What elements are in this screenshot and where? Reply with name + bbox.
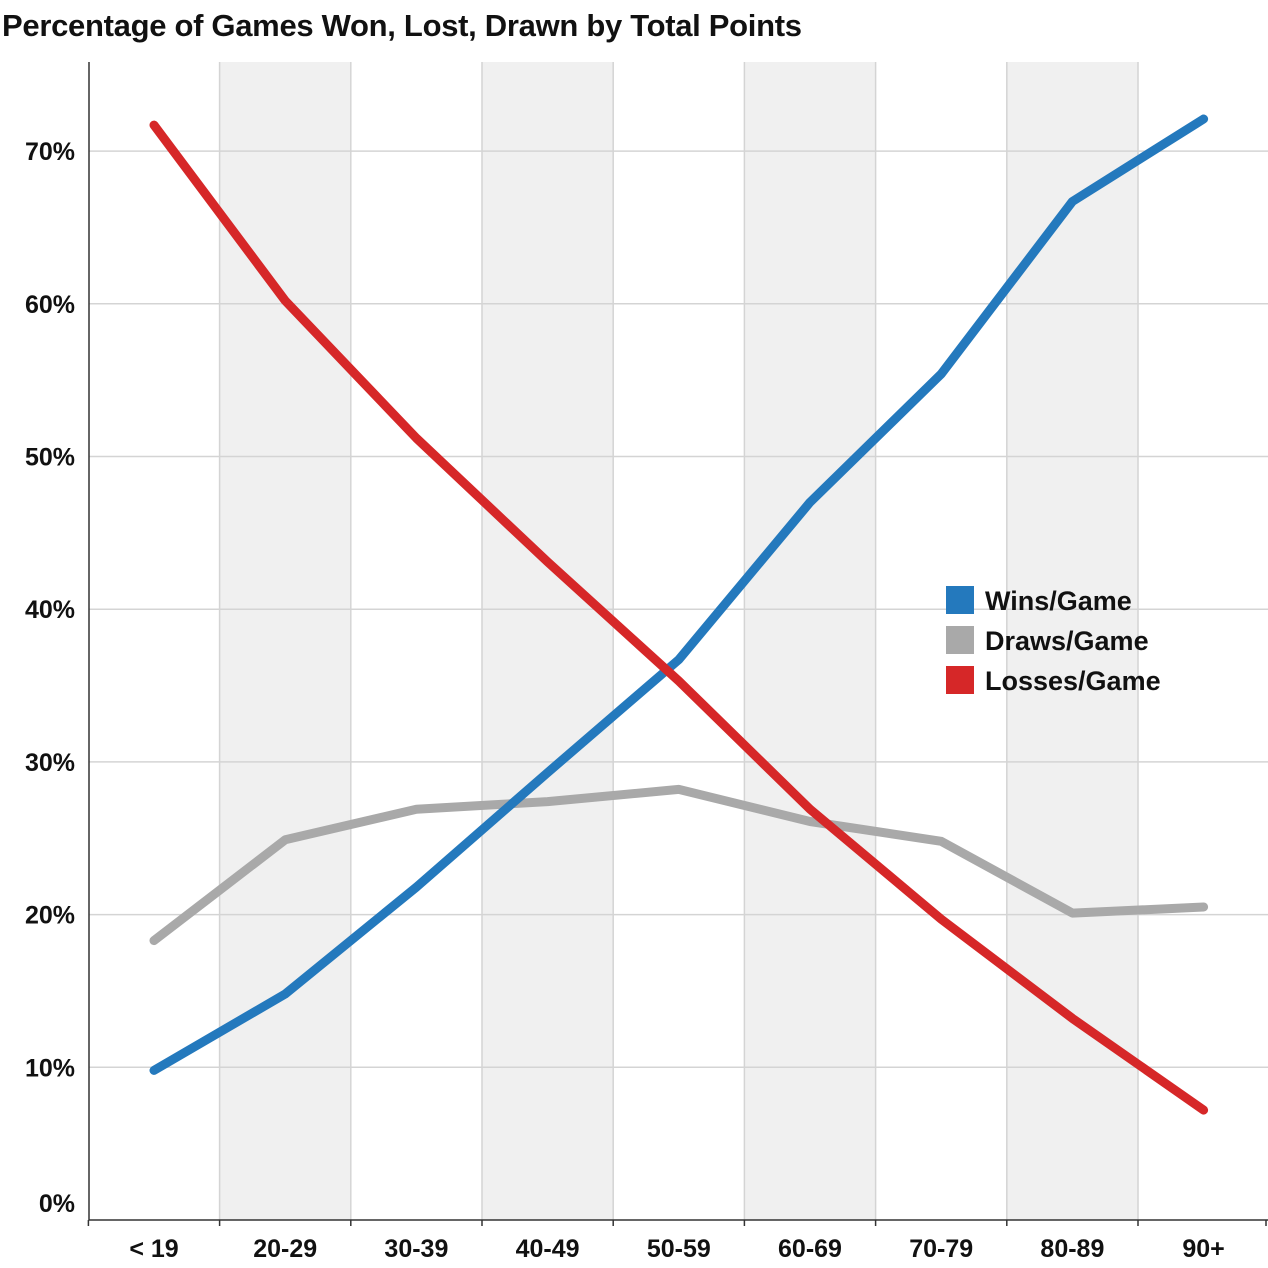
band-60-69 — [744, 62, 876, 1220]
x-tick-label: < 19 — [129, 1235, 178, 1263]
series-lines — [149, 114, 1209, 1115]
legend-entry-label: Wins/Game — [985, 586, 1132, 616]
x-tick-label: 80-89 — [1040, 1235, 1104, 1263]
band-20-29 — [219, 62, 351, 1220]
y-tick-label: 10% — [25, 1054, 75, 1082]
legend: Wins/Game Draws/Game Losses/Game — [946, 586, 1161, 696]
series-line-losses-game — [149, 120, 1209, 1115]
legend-swatch — [946, 626, 974, 654]
background-bands — [219, 62, 1138, 1220]
chart-title: Percentage of Games Won, Lost, Drawn by … — [2, 8, 802, 43]
y-tick-label: 60% — [25, 291, 75, 319]
series-line-wins-game — [149, 114, 1209, 1075]
x-tick-label: 20-29 — [253, 1235, 317, 1263]
legend-swatch — [946, 666, 974, 694]
y-tick-label: 40% — [25, 596, 75, 624]
y-axis-tick-labels: 0% 10% 20% 30% 40% 50% 60% 70% — [25, 138, 75, 1218]
x-tick-label: 70-79 — [909, 1235, 973, 1263]
y-tick-label: 0% — [39, 1190, 75, 1218]
x-tick-label: 40-49 — [516, 1235, 580, 1263]
x-tick-label: 90+ — [1182, 1235, 1224, 1263]
y-tick-label: 30% — [25, 749, 75, 777]
x-tick-label: 50-59 — [647, 1235, 711, 1263]
band-40-49 — [482, 62, 614, 1220]
x-axis-tick-labels: < 19 20-29 30-39 40-49 50-59 60-69 70-79 80-89 9… — [129, 1235, 1224, 1263]
x-tick-label: 60-69 — [778, 1235, 842, 1263]
y-tick-label: 20% — [25, 902, 75, 930]
y-tick-label: 50% — [25, 444, 75, 472]
y-tick-label: 70% — [25, 138, 75, 166]
x-tick-label: 30-39 — [384, 1235, 448, 1263]
series-line-draws-game — [149, 784, 1209, 946]
axes — [87, 62, 1268, 1226]
legend-swatch — [946, 586, 974, 614]
legend-entry-label: Draws/Game — [985, 626, 1149, 656]
vertical-gridlines — [218, 62, 1139, 1220]
legend-entry-label: Losses/Game — [985, 666, 1161, 696]
